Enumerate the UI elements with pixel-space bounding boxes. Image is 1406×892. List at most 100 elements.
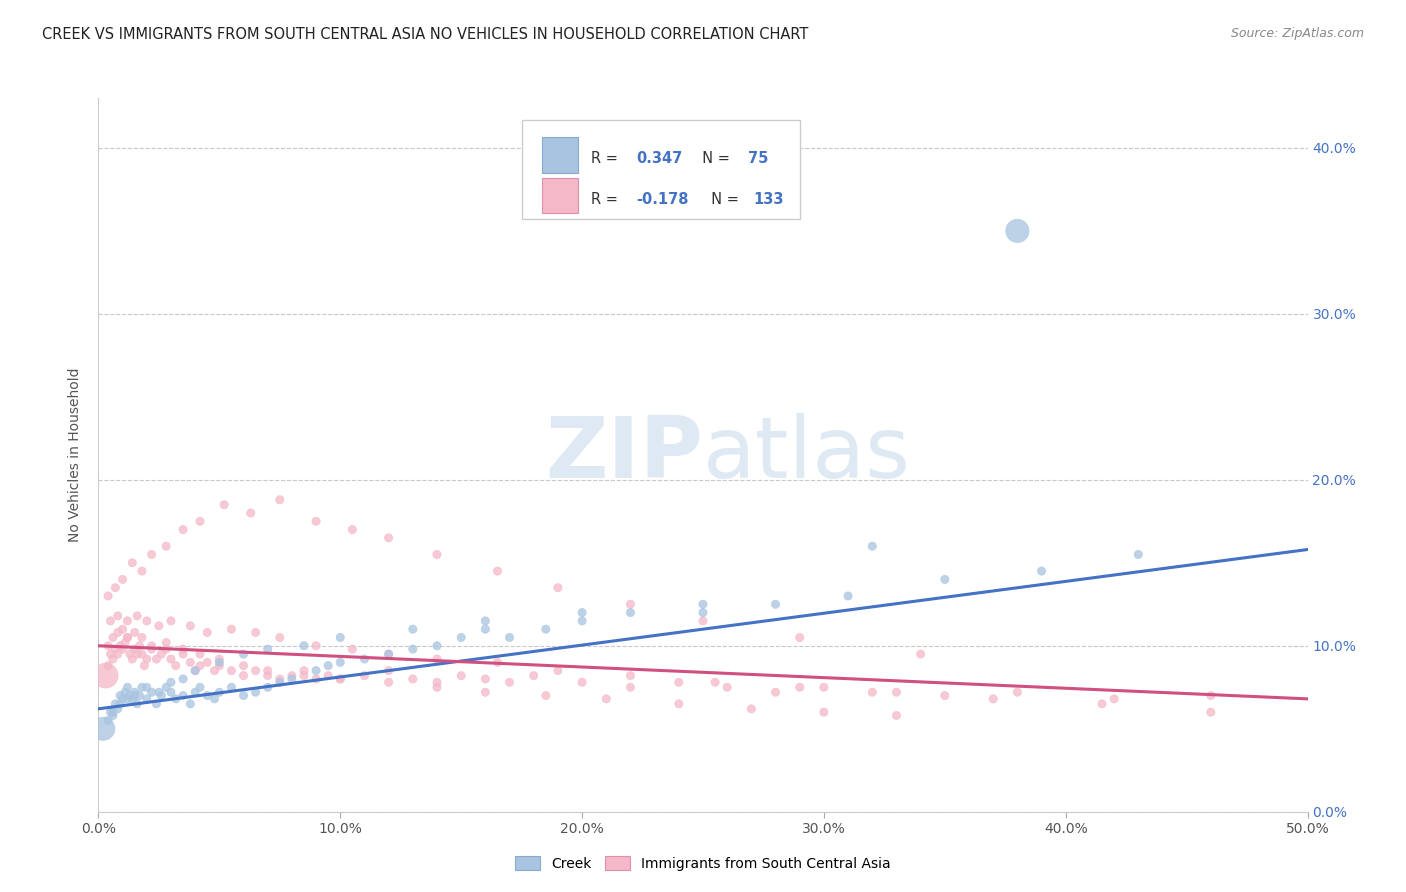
Point	[668, 697, 690, 711]
Point	[547, 664, 569, 678]
Point	[910, 647, 932, 661]
Point	[100, 614, 122, 628]
Point	[165, 691, 187, 706]
Point	[91, 722, 114, 736]
Point	[619, 606, 641, 620]
Point	[172, 647, 194, 661]
Point	[179, 697, 201, 711]
Point	[107, 702, 129, 716]
Point	[269, 492, 291, 507]
Point	[474, 672, 496, 686]
Point	[172, 523, 194, 537]
Point	[188, 658, 211, 673]
Point	[292, 668, 315, 682]
Point	[342, 523, 364, 537]
Point	[117, 631, 139, 645]
Point	[813, 705, 835, 719]
Point	[118, 689, 141, 703]
Point	[305, 639, 328, 653]
Point	[160, 685, 183, 699]
Point	[150, 647, 173, 661]
Point	[179, 619, 201, 633]
Legend: Creek, Immigrants from South Central Asia: Creek, Immigrants from South Central Asi…	[509, 850, 897, 876]
Point	[208, 685, 231, 699]
Point	[131, 647, 153, 661]
Point	[232, 668, 254, 682]
Point	[377, 647, 399, 661]
Text: 75: 75	[748, 151, 768, 166]
Text: R =: R =	[591, 151, 621, 166]
Point	[127, 608, 149, 623]
Point	[281, 672, 304, 686]
Point	[111, 642, 134, 657]
Point	[474, 685, 496, 699]
Point	[377, 664, 399, 678]
Point	[172, 642, 194, 657]
Text: 0.347: 0.347	[637, 151, 683, 166]
Point	[117, 631, 139, 645]
Point	[765, 685, 787, 699]
Point	[486, 656, 509, 670]
Point	[245, 685, 267, 699]
Point	[934, 689, 956, 703]
Point	[329, 656, 352, 670]
Point	[195, 656, 218, 670]
Point	[1199, 705, 1222, 719]
Point	[135, 680, 157, 694]
Point	[292, 639, 315, 653]
Point	[204, 691, 226, 706]
Point	[813, 680, 835, 694]
Point	[402, 642, 425, 657]
Point	[117, 680, 139, 694]
Point	[108, 689, 131, 703]
Point	[121, 652, 143, 666]
Point	[127, 697, 149, 711]
Point	[1031, 564, 1053, 578]
Point	[256, 642, 278, 657]
Point	[534, 689, 557, 703]
Point	[547, 581, 569, 595]
Point	[141, 639, 163, 653]
Point	[426, 680, 449, 694]
Point	[195, 689, 218, 703]
Point	[155, 680, 177, 694]
Point	[128, 689, 150, 703]
Point	[172, 689, 194, 703]
Point	[232, 689, 254, 703]
Point	[595, 691, 617, 706]
Point	[97, 658, 120, 673]
Point	[165, 658, 187, 673]
Point	[141, 685, 163, 699]
Point	[245, 664, 267, 678]
Point	[523, 668, 546, 682]
Point	[160, 614, 183, 628]
Point	[118, 647, 141, 661]
Point	[426, 548, 449, 562]
Point	[221, 622, 243, 636]
Point	[316, 658, 339, 673]
Point	[281, 668, 304, 682]
Text: atlas: atlas	[703, 413, 911, 497]
Point	[195, 625, 218, 640]
Point	[377, 675, 399, 690]
Point	[141, 642, 163, 657]
Point	[107, 608, 129, 623]
Point	[474, 614, 496, 628]
Point	[208, 652, 231, 666]
Point	[208, 658, 231, 673]
Point	[1128, 548, 1150, 562]
Point	[101, 652, 124, 666]
Point	[329, 672, 352, 686]
Point	[97, 589, 120, 603]
FancyBboxPatch shape	[543, 178, 578, 213]
Point	[305, 514, 328, 528]
Point	[184, 685, 207, 699]
Point	[269, 672, 291, 686]
Point	[145, 652, 167, 666]
Point	[692, 597, 714, 611]
Point	[692, 614, 714, 628]
Point	[208, 656, 231, 670]
Point	[108, 697, 131, 711]
Point	[256, 668, 278, 682]
Point	[886, 685, 908, 699]
